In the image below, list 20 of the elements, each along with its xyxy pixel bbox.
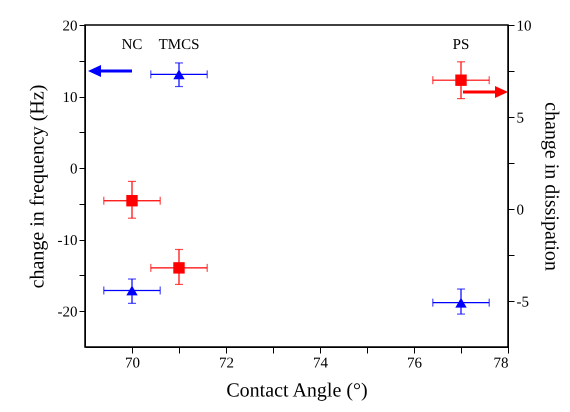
y2-tick-label: 10: [516, 18, 532, 34]
y-tick-label: -10: [58, 233, 78, 250]
annotation: TMCS: [158, 37, 200, 53]
y2-tick-label: 5: [516, 110, 524, 126]
x-tick-label: 78: [494, 356, 508, 372]
x-tick-label: 74: [313, 356, 328, 372]
x-tick-label: 70: [125, 356, 140, 372]
y-tick-label: 0: [70, 162, 78, 178]
annotation: NC: [122, 37, 142, 53]
y2-axis-title: change in dissipation: [540, 102, 562, 271]
y-axis-title: change in frequency (Hz): [26, 84, 49, 288]
y-tick-label: 20: [62, 18, 78, 34]
y2-tick-label: 0: [516, 202, 524, 218]
y-tick-label: -20: [58, 304, 78, 321]
x-axis-title: Contact Angle (°): [226, 380, 368, 402]
y2-tick-label: -5: [516, 294, 529, 310]
x-tick-label: 76: [407, 356, 422, 372]
annotation: PS: [452, 37, 470, 53]
y-tick-label: 10: [62, 90, 78, 106]
x-tick-label: 72: [219, 356, 234, 372]
